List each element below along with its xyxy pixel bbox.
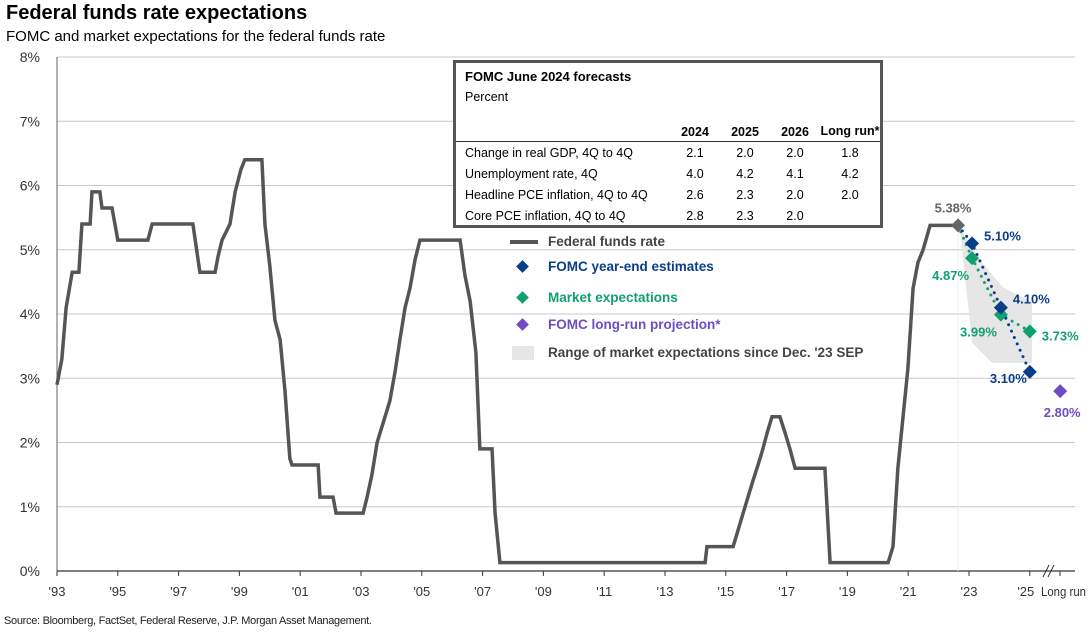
table-cell: Change in real GDP, 4Q to 4Q (465, 145, 633, 160)
table-cell (820, 205, 880, 226)
x-tick-label: '93 (49, 584, 66, 599)
x-tick-label: '97 (170, 584, 187, 599)
y-tick-label: 4% (20, 306, 40, 322)
legend-label: FOMC long-run projection* (548, 317, 721, 332)
fomc-point (1022, 364, 1037, 379)
table-cell: 4.2 (841, 166, 859, 181)
x-tick-label: '07 (474, 584, 491, 599)
x-tick-label: Long run (1041, 584, 1086, 599)
table-header: 2026 (770, 103, 820, 142)
x-tick-label: '15 (717, 584, 734, 599)
x-tick-label: '01 (292, 584, 309, 599)
x-tick-label: '09 (535, 584, 552, 599)
table-cell: 2.3 (736, 208, 754, 223)
table-cell: 2.0 (786, 208, 804, 223)
range-swatch (510, 345, 540, 360)
table-cell: 4.0 (686, 166, 704, 181)
fomc-point (965, 236, 980, 251)
market-point (965, 251, 980, 266)
table-cell: 2.6 (686, 187, 704, 202)
table-row: Core PCE inflation, 4Q to 4Q 2.8 2.3 2.0 (456, 205, 880, 226)
y-tick-label: 6% (20, 178, 40, 194)
table-header-row: 2024 2025 2026 Long run* (456, 103, 880, 142)
data-label: 3.10% (990, 371, 1027, 386)
table-row: Change in real GDP, 4Q to 4Q 2.1 2.0 2.0 1.8 (456, 142, 880, 164)
line-swatch (510, 235, 540, 249)
table-header: Long run* (820, 103, 880, 142)
data-label: 3.73% (1042, 328, 1079, 343)
y-tick-label: 1% (20, 499, 40, 515)
table-cell: 2.1 (686, 145, 704, 160)
data-label: 5.10% (984, 228, 1021, 243)
long-run-point (1053, 384, 1068, 399)
source-note: Source: Bloomberg, FactSet, Federal Rese… (4, 615, 372, 627)
legend-label: Range of market expectations since Dec. … (548, 345, 864, 360)
table-header: 2024 (670, 103, 720, 142)
data-label: 3.99% (960, 325, 997, 340)
table-cell: Core PCE inflation, 4Q to 4Q (465, 208, 626, 223)
data-label: 5.38% (935, 200, 972, 215)
y-tick-label: 3% (20, 370, 40, 386)
last-actual-point (951, 218, 966, 233)
table-cell: 4.2 (736, 166, 754, 181)
x-tick-label: '13 (657, 584, 674, 599)
fomc-point (993, 300, 1008, 315)
data-label: 2.80% (1044, 405, 1081, 420)
x-tick-label: '11 (596, 584, 612, 599)
diamond-icon (510, 290, 540, 305)
table-row: Headline PCE inflation, 4Q to 4Q 2.6 2.3 2.… (456, 184, 880, 205)
data-label: 4.87% (932, 268, 969, 283)
table-cell: 1.8 (841, 145, 859, 160)
table-cell: 2.3 (736, 187, 754, 202)
table-header: 2025 (720, 103, 770, 142)
table-cell: Unemployment rate, 4Q (465, 166, 598, 181)
forecast-table: FOMC June 2024 forecasts Percent 2024 20… (453, 60, 883, 228)
market-range-area (959, 227, 1032, 363)
chart-title: Federal funds rate expectations (6, 2, 308, 24)
data-label: 4.10% (1013, 292, 1050, 307)
diamond-icon (510, 259, 540, 274)
table-title: FOMC June 2024 forecasts (465, 69, 632, 84)
x-tick-label: '95 (109, 584, 126, 599)
table-cell: 2.0 (786, 145, 804, 160)
chart-subtitle: FOMC and market expectations for the fed… (6, 28, 386, 45)
table-cell: Headline PCE inflation, 4Q to 4Q (465, 187, 648, 202)
table-header (456, 103, 670, 142)
x-tick-label: '19 (839, 584, 856, 599)
legend-label: Market expectations (548, 290, 678, 305)
axis-break-icon (1042, 564, 1050, 578)
table-unit: Percent (465, 90, 509, 104)
legend-fomc-long-run: FOMC long-run projection* (510, 317, 720, 332)
table-cell: 2.0 (736, 145, 754, 160)
y-tick-label: 2% (20, 435, 40, 451)
diamond-icon (510, 317, 540, 332)
table-cell: 4.1 (786, 166, 804, 181)
legend-federal-funds-rate: Federal funds rate (510, 234, 665, 249)
legend-market-expectations: Market expectations (510, 290, 678, 305)
legend-range: Range of market expectations since Dec. … (510, 345, 863, 360)
table-cell: 2.0 (841, 187, 859, 202)
y-tick-label: 0% (20, 563, 40, 579)
federal-funds-rate-line (55, 158, 959, 565)
legend-label: FOMC year-end estimates (548, 259, 714, 274)
legend-label: Federal funds rate (548, 234, 666, 249)
table-row: Unemployment rate, 4Q 4.0 4.2 4.1 4.2 (456, 163, 880, 184)
x-tick-label: '23 (961, 584, 978, 599)
x-tick-label: '03 (353, 584, 370, 599)
x-tick-label: '99 (231, 584, 248, 599)
y-tick-label: 8% (20, 49, 40, 65)
x-tick-label: '21 (900, 584, 917, 599)
x-tick-label: '25 (1017, 584, 1034, 599)
table-cell: 2.8 (686, 208, 704, 223)
market-point (1022, 324, 1037, 339)
legend-fomc-year-end: FOMC year-end estimates (510, 259, 714, 274)
x-tick-label: '17 (778, 584, 795, 599)
table-cell: 2.0 (786, 187, 804, 202)
axis-break-icon (1047, 564, 1055, 578)
y-tick-label: 7% (20, 113, 40, 129)
x-tick-label: '05 (413, 584, 430, 599)
market-point (993, 307, 1008, 322)
y-tick-label: 5% (20, 242, 40, 258)
